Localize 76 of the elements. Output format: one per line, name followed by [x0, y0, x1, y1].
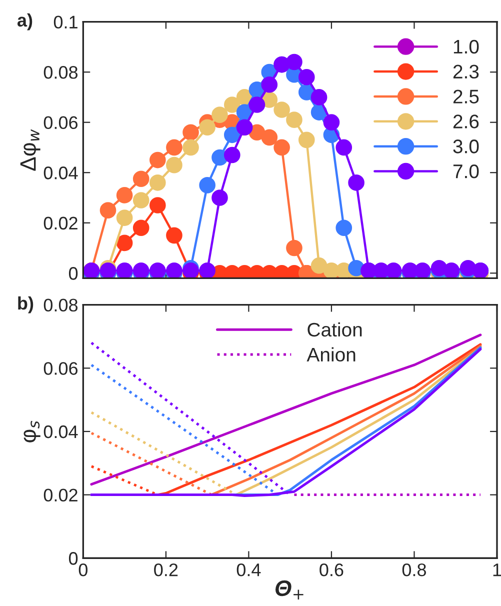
- legend-label: Cation: [308, 322, 362, 337]
- point: [100, 202, 116, 218]
- point: [149, 174, 166, 191]
- point: [199, 177, 216, 194]
- point: [286, 112, 302, 128]
- x-tick-label: 0: [78, 563, 88, 576]
- y-axis-title: Δφ$_{w}$: [20, 129, 40, 171]
- point: [274, 102, 290, 118]
- legend-label: Anion: [306, 347, 356, 362]
- point: [132, 170, 150, 188]
- point: [199, 119, 216, 136]
- point: [166, 139, 182, 156]
- point: [166, 156, 182, 174]
- point: [116, 210, 133, 226]
- point: [224, 126, 240, 144]
- point: [132, 220, 150, 236]
- y-tick-label: 0.02: [44, 216, 78, 230]
- legend-label: 2.3: [453, 64, 479, 79]
- y-axis-title: φ$_{s}$: [24, 420, 40, 442]
- point: [212, 106, 228, 123]
- point: [116, 262, 133, 278]
- y-tick-label: 0.06: [44, 116, 78, 130]
- point: [212, 190, 228, 206]
- y-tick-label: 0.08: [44, 66, 78, 79]
- text: a): [17, 13, 32, 30]
- point: [132, 262, 150, 278]
- point: [149, 262, 166, 278]
- x-tick-label: 0.6: [320, 563, 344, 576]
- point: [182, 139, 199, 156]
- point: [310, 257, 328, 274]
- point: [298, 68, 315, 86]
- x-tick-label: 0.2: [154, 563, 178, 576]
- y-tick-label: 0.04: [44, 425, 78, 438]
- point: [199, 262, 216, 278]
- point: [261, 76, 278, 93]
- point: [274, 139, 290, 156]
- point: [323, 114, 340, 130]
- point: [248, 96, 266, 113]
- x-tick-label: 0.8: [402, 563, 426, 576]
- point: [286, 54, 302, 70]
- point: [224, 146, 240, 164]
- point: [336, 220, 352, 236]
- point: [298, 132, 315, 148]
- text: b): [18, 296, 34, 314]
- legend-label: 2.5: [453, 90, 479, 104]
- point: [310, 89, 328, 106]
- point: [224, 96, 240, 113]
- point: [149, 197, 166, 214]
- x-axis-title: Θ$_{+}$: [276, 580, 304, 600]
- legend-label: 2.6: [453, 114, 479, 128]
- legend-label: 7.0: [453, 164, 479, 178]
- point: [132, 192, 150, 208]
- x-tick-label: 0.4: [236, 563, 261, 576]
- point: [116, 234, 133, 252]
- y-tick-label: 0.1: [54, 16, 78, 29]
- point: [149, 152, 166, 168]
- point: [336, 139, 352, 156]
- x-tick-label: 1: [493, 564, 501, 576]
- point: [443, 262, 460, 278]
- point: [182, 124, 199, 141]
- y-tick-label: 0.04: [44, 166, 78, 180]
- point: [116, 187, 133, 204]
- y-tick-label: 0.02: [44, 488, 78, 502]
- point: [166, 227, 182, 244]
- y-tick-label: 0.06: [44, 362, 78, 375]
- y-tick-label: 0.08: [44, 298, 78, 312]
- point: [286, 240, 302, 256]
- point: [166, 262, 182, 278]
- legend-label: 3.0: [453, 140, 479, 154]
- point: [348, 174, 364, 191]
- point: [261, 129, 278, 146]
- point: [385, 262, 402, 278]
- legend-label: 1.0: [454, 40, 479, 54]
- y-tick-label: 0: [68, 552, 78, 565]
- y-tick-label: 0: [68, 267, 78, 280]
- point: [414, 262, 431, 278]
